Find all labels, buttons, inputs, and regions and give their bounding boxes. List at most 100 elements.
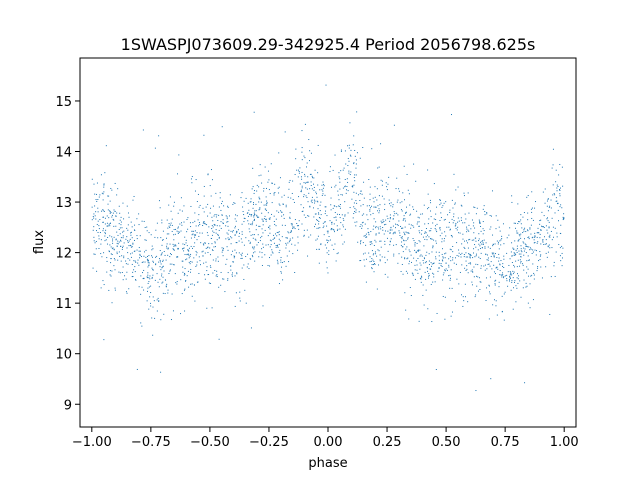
data-point xyxy=(264,229,266,231)
data-point xyxy=(274,223,276,225)
data-point xyxy=(368,205,370,207)
data-point xyxy=(506,274,508,276)
data-point xyxy=(213,246,215,248)
data-point xyxy=(362,147,364,149)
data-point xyxy=(103,186,105,188)
data-point xyxy=(329,239,331,241)
data-point xyxy=(516,287,518,289)
data-point xyxy=(190,226,192,228)
data-point xyxy=(207,203,209,205)
data-point xyxy=(310,173,312,175)
data-point xyxy=(433,218,435,220)
data-point xyxy=(530,208,532,210)
data-point xyxy=(409,214,411,216)
data-point xyxy=(190,253,192,255)
data-point xyxy=(213,215,215,217)
data-point xyxy=(310,200,312,202)
data-point xyxy=(347,212,349,214)
data-point xyxy=(365,281,367,283)
data-point xyxy=(331,228,333,230)
data-point xyxy=(392,206,394,208)
data-point xyxy=(154,236,156,238)
data-point xyxy=(465,269,467,271)
data-point xyxy=(490,226,492,228)
data-point xyxy=(259,225,261,227)
data-point xyxy=(562,185,564,187)
data-point xyxy=(339,188,341,190)
data-point xyxy=(523,250,525,252)
data-point xyxy=(424,271,426,273)
data-point xyxy=(435,251,437,253)
data-point xyxy=(159,278,161,280)
data-point xyxy=(288,188,290,190)
data-point xyxy=(357,241,359,243)
data-point xyxy=(367,219,369,221)
data-point xyxy=(552,194,554,196)
data-point xyxy=(333,229,335,231)
data-point xyxy=(113,258,115,260)
data-point xyxy=(494,273,496,275)
data-point xyxy=(216,270,218,272)
data-point xyxy=(534,232,536,234)
data-point xyxy=(310,234,312,236)
data-point xyxy=(559,163,561,165)
data-point xyxy=(254,238,256,240)
data-point xyxy=(346,189,347,191)
data-point xyxy=(102,230,104,232)
data-point xyxy=(303,234,305,236)
data-point xyxy=(201,232,203,234)
data-point xyxy=(344,150,346,152)
data-point xyxy=(316,248,318,250)
data-point xyxy=(415,260,417,262)
data-point xyxy=(440,217,442,219)
data-point xyxy=(502,265,504,267)
data-point xyxy=(187,228,189,230)
data-point xyxy=(352,144,354,146)
data-point xyxy=(109,244,111,246)
data-point xyxy=(527,268,529,270)
data-point xyxy=(530,248,532,250)
data-point xyxy=(536,236,538,238)
data-point xyxy=(438,267,440,269)
data-point xyxy=(487,259,489,261)
data-point xyxy=(110,222,111,224)
data-point xyxy=(381,184,383,186)
data-point xyxy=(457,226,459,228)
data-point xyxy=(498,248,500,250)
data-point xyxy=(438,255,440,257)
data-point xyxy=(559,190,561,191)
data-point xyxy=(413,226,415,228)
data-point xyxy=(428,277,429,279)
data-point xyxy=(343,167,345,169)
data-point xyxy=(171,293,173,295)
data-point xyxy=(364,223,366,225)
data-point xyxy=(203,211,205,213)
data-point xyxy=(138,247,140,249)
data-point xyxy=(444,231,446,233)
data-point xyxy=(539,251,541,253)
data-point xyxy=(127,263,129,265)
data-point xyxy=(377,210,379,212)
data-point xyxy=(332,228,334,230)
data-point xyxy=(265,218,267,220)
data-point xyxy=(407,257,409,259)
data-point xyxy=(121,255,123,257)
data-point xyxy=(469,238,471,240)
data-point xyxy=(410,213,412,215)
data-point xyxy=(419,232,421,234)
data-point xyxy=(361,227,363,229)
data-point xyxy=(162,276,164,278)
data-point xyxy=(523,247,525,249)
data-point xyxy=(328,250,330,252)
data-point xyxy=(202,222,204,224)
data-point xyxy=(533,239,535,241)
data-point xyxy=(520,253,522,255)
data-point xyxy=(402,246,404,248)
data-point xyxy=(536,250,538,252)
data-point xyxy=(249,201,251,203)
data-point xyxy=(296,222,298,224)
data-point xyxy=(253,192,255,194)
data-point xyxy=(107,236,109,238)
data-point xyxy=(562,216,564,218)
data-point xyxy=(227,237,229,239)
